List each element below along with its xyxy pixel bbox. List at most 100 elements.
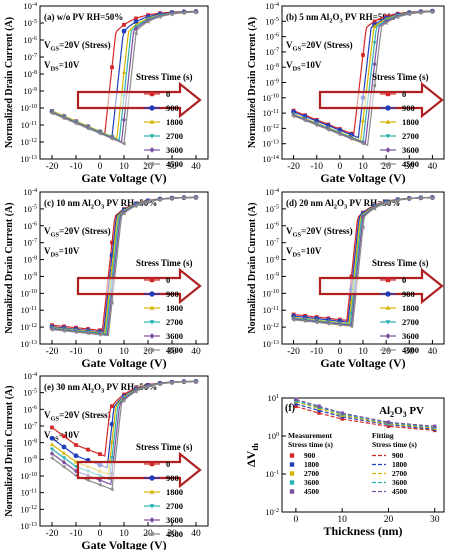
stress-shift-arrow xyxy=(76,81,202,119)
x-tick-label: -10 xyxy=(310,162,323,172)
series-marker-4500 xyxy=(418,195,423,201)
y-tick-label: 10-5 xyxy=(265,16,279,26)
legend-label: 1800 xyxy=(166,303,183,313)
x-tick-label: 20 xyxy=(384,515,394,525)
data-point-900 xyxy=(340,417,344,421)
chart-panel-a: -20 -10 0 10 20 30 40 10-13 10-12 10-11 10-10 10-9 1… xyxy=(4,1,209,185)
series-marker-4500 xyxy=(383,201,388,206)
series-marker-4500 xyxy=(133,203,138,208)
series-marker-4500 xyxy=(145,384,150,389)
series-marker-0 xyxy=(349,274,354,279)
legend-label: 0 xyxy=(166,89,170,99)
legend-fitting-title: Fitting xyxy=(372,431,394,440)
series-marker-4500 xyxy=(121,141,126,146)
y-tick-label: 10-8 xyxy=(265,255,279,265)
series-marker-4500 xyxy=(169,12,174,17)
x-tick-label: 0 xyxy=(98,347,103,357)
data-point-4500 xyxy=(386,420,391,424)
chart-panel-c: -20 -10 0 10 20 30 40 10-13 10-12 10-11 10-10 10-9 1… xyxy=(4,187,209,370)
y-tick-label: 10-10 xyxy=(262,288,279,298)
x-tick-label: 30 xyxy=(405,347,415,357)
x-tick-label: 0 xyxy=(337,347,342,357)
x-tick-label: 30 xyxy=(430,515,440,525)
panel-title: (d) 20 nm Al2O3 PV RH=50% xyxy=(286,198,400,210)
legend-marker xyxy=(385,91,391,97)
panel-title: (b) 5 nm Al2O3 PV RH=50% xyxy=(286,12,396,24)
y-tick-label: 10-13 xyxy=(262,339,279,349)
legend-measurement-title: Stress time (s) xyxy=(288,440,333,449)
legend-label: 4500 xyxy=(402,159,419,169)
series-marker-4500 xyxy=(109,487,114,492)
legend-label: 0 xyxy=(166,459,170,469)
series-marker-4500 xyxy=(133,389,138,394)
series-marker-4500 xyxy=(349,324,353,329)
series-marker-4500 xyxy=(395,198,400,203)
series-marker-4500 xyxy=(121,211,126,216)
y-tick-label: 10-7 xyxy=(23,52,37,62)
legend-marker xyxy=(385,347,390,353)
y-tick-label: 10-5 xyxy=(265,204,279,214)
vds-label: VDS=10V xyxy=(44,246,80,258)
y-tick-label: 10-8 xyxy=(23,438,37,448)
legend-measurement-label: 900 xyxy=(304,451,316,460)
legend-label: 2700 xyxy=(402,317,419,327)
series-marker-4500 xyxy=(360,141,365,146)
series-marker-4500 xyxy=(181,10,186,15)
legend-label: 4500 xyxy=(166,345,183,355)
series-marker-4500 xyxy=(85,126,90,131)
y-tick-label: 10-7 xyxy=(23,421,37,431)
legend-label: 0 xyxy=(166,275,170,285)
y-tick-label: 10-5 xyxy=(23,204,37,214)
series-marker-0 xyxy=(74,443,78,447)
y-tick-label: 10-8 xyxy=(265,62,279,72)
x-tick-label: 30 xyxy=(405,162,415,172)
y-tick-label: 10-7 xyxy=(23,238,37,248)
y-axis-label: Normalized Drain Current (A) xyxy=(247,202,258,333)
legend-measurement-label: 1800 xyxy=(304,460,319,469)
series-marker-4500 xyxy=(121,398,126,403)
x-tick-label: -20 xyxy=(287,347,300,357)
legend-title: Stress Time (s) xyxy=(136,442,193,452)
series-marker-4500 xyxy=(193,195,198,200)
legend-measurement-title: Measurement xyxy=(288,431,333,440)
x-tick-label: -20 xyxy=(46,162,59,172)
legend-marker xyxy=(385,305,391,310)
legend-marker xyxy=(149,147,155,153)
series-marker-2700 xyxy=(109,456,115,460)
legend-label: 900 xyxy=(402,103,415,113)
y-tick-label: 10-12 xyxy=(20,137,37,147)
legend-marker xyxy=(149,489,155,494)
stress-shift-arrow xyxy=(318,267,444,305)
series-marker-2700 xyxy=(372,41,377,45)
x-tick-label: 10 xyxy=(119,162,129,172)
series-marker-1800 xyxy=(109,439,115,444)
series-marker-0 xyxy=(62,434,66,439)
legend-label: 1800 xyxy=(166,117,183,127)
x-axis-label: Gate Voltage (V) xyxy=(81,538,166,550)
legend-label: 1800 xyxy=(402,303,419,313)
y-tick-label: 10-6 xyxy=(23,221,37,231)
y-axis-label: Normalized Drain Current (A) xyxy=(247,17,258,148)
legend-label: 2700 xyxy=(166,131,183,141)
legend-marker xyxy=(149,91,155,97)
stress-shift-arrow xyxy=(318,81,444,119)
legend-marker xyxy=(149,461,155,467)
series-marker-3600 xyxy=(97,477,103,483)
legend-fitting-label: 900 xyxy=(392,451,404,460)
series-marker-4500 xyxy=(314,320,319,325)
x-tick-label: -20 xyxy=(287,162,300,172)
y-tick-label: 10-10 xyxy=(20,288,37,298)
y-tick-label: 10-9 xyxy=(265,271,279,281)
legend-marker xyxy=(385,320,391,325)
series-marker-0 xyxy=(110,404,114,409)
y-tick-label: 10-8 xyxy=(23,255,37,265)
chart-panel-b: -20 -10 0 10 20 30 40 10-14 10-13 10-12 10-11 10-10… xyxy=(247,1,445,185)
series-marker-4500 xyxy=(73,330,78,335)
series-marker-3600 xyxy=(49,451,55,457)
y-tick-label: 10-4 xyxy=(23,187,37,197)
legend-label: 4500 xyxy=(166,529,183,539)
stress-shift-arrow xyxy=(76,267,202,305)
series-marker-900 xyxy=(121,28,127,34)
data-point-4500 xyxy=(317,404,321,408)
series-marker-2700 xyxy=(61,456,67,461)
